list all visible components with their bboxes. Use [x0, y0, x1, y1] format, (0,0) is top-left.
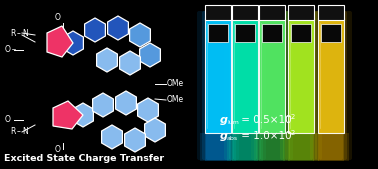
Text: R: R: [10, 127, 15, 137]
Bar: [321, 24, 341, 42]
Text: N: N: [22, 127, 28, 137]
Bar: [259, 5, 285, 20]
Polygon shape: [108, 16, 129, 40]
FancyBboxPatch shape: [202, 11, 234, 160]
FancyBboxPatch shape: [318, 133, 344, 161]
Polygon shape: [63, 31, 84, 55]
FancyBboxPatch shape: [288, 133, 314, 161]
Polygon shape: [139, 43, 160, 67]
Polygon shape: [47, 26, 73, 57]
Bar: [288, 5, 314, 20]
Text: lum: lum: [227, 119, 239, 125]
FancyBboxPatch shape: [233, 11, 257, 160]
Bar: [318, 5, 344, 20]
FancyBboxPatch shape: [256, 11, 288, 160]
Bar: [205, 5, 231, 20]
FancyBboxPatch shape: [319, 11, 343, 160]
Bar: [259, 18, 285, 133]
Bar: [232, 18, 258, 133]
Text: g: g: [220, 115, 228, 125]
Bar: [208, 24, 228, 42]
Text: O: O: [5, 115, 11, 125]
Polygon shape: [116, 91, 136, 115]
FancyBboxPatch shape: [313, 133, 349, 161]
Polygon shape: [145, 118, 166, 142]
Bar: [291, 24, 311, 42]
FancyBboxPatch shape: [285, 11, 317, 160]
Text: O: O: [55, 146, 61, 154]
FancyBboxPatch shape: [310, 11, 352, 160]
Polygon shape: [102, 125, 122, 149]
FancyBboxPatch shape: [229, 11, 261, 160]
Bar: [288, 18, 314, 133]
Polygon shape: [97, 48, 118, 72]
Text: = 1.0×10: = 1.0×10: [238, 131, 291, 141]
FancyBboxPatch shape: [315, 11, 347, 160]
FancyBboxPatch shape: [206, 11, 230, 160]
Bar: [262, 24, 282, 42]
FancyBboxPatch shape: [224, 11, 266, 160]
Polygon shape: [73, 103, 93, 127]
Polygon shape: [119, 51, 140, 75]
Bar: [318, 18, 344, 133]
Text: abs: abs: [227, 136, 238, 140]
Polygon shape: [53, 101, 83, 129]
Text: R: R: [10, 30, 15, 39]
Text: g: g: [220, 131, 228, 141]
FancyBboxPatch shape: [227, 133, 263, 161]
Text: –: –: [17, 30, 21, 39]
Text: Excited State Charge Transfer: Excited State Charge Transfer: [4, 154, 164, 163]
Text: N: N: [22, 29, 28, 38]
Polygon shape: [130, 23, 150, 47]
Text: = 0.5×10: = 0.5×10: [238, 115, 291, 125]
Polygon shape: [93, 93, 113, 117]
FancyBboxPatch shape: [232, 133, 258, 161]
FancyBboxPatch shape: [254, 133, 290, 161]
Text: OMe: OMe: [167, 79, 184, 89]
FancyBboxPatch shape: [283, 133, 319, 161]
Text: −2: −2: [285, 114, 295, 120]
Bar: [235, 24, 255, 42]
FancyBboxPatch shape: [197, 11, 239, 160]
Text: O: O: [5, 45, 11, 54]
Polygon shape: [138, 98, 158, 122]
FancyBboxPatch shape: [260, 11, 284, 160]
Polygon shape: [125, 128, 146, 152]
Bar: [232, 5, 258, 20]
FancyBboxPatch shape: [200, 133, 236, 161]
FancyBboxPatch shape: [259, 133, 285, 161]
Text: –: –: [17, 127, 21, 137]
FancyBboxPatch shape: [289, 11, 313, 160]
FancyBboxPatch shape: [280, 11, 322, 160]
Polygon shape: [85, 18, 105, 42]
Text: −2: −2: [285, 130, 295, 136]
Text: O: O: [55, 14, 61, 22]
Bar: [205, 18, 231, 133]
FancyBboxPatch shape: [205, 133, 231, 161]
FancyBboxPatch shape: [251, 11, 293, 160]
Text: OMe: OMe: [167, 95, 184, 104]
